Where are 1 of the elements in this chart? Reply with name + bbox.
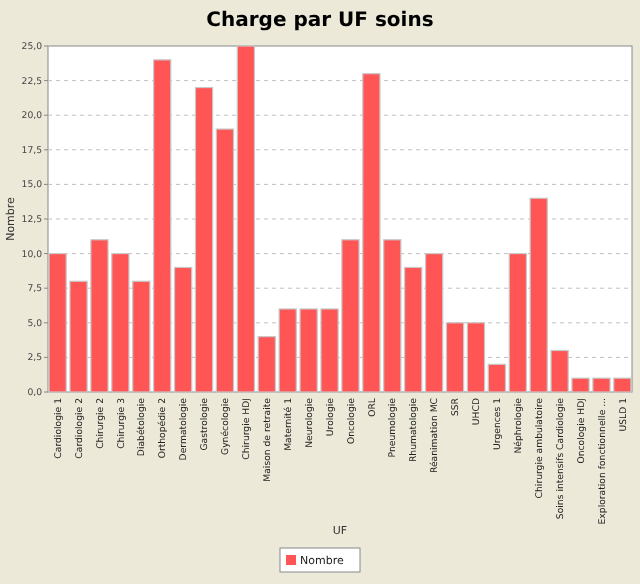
chart-title: Charge par UF soins xyxy=(206,10,434,32)
